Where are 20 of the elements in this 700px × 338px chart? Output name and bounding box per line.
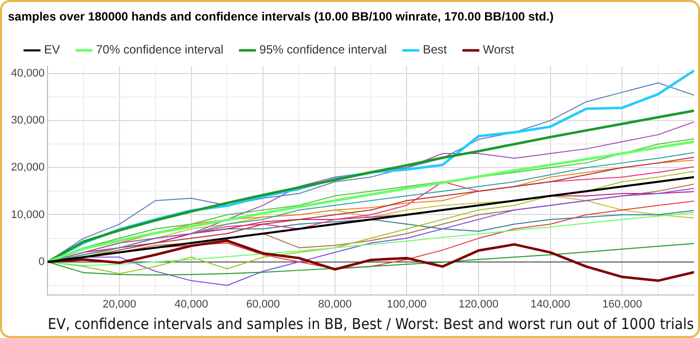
legend-label: Worst [482,42,515,57]
x-tick-label: 80,000 [318,298,352,310]
x-tick-label: 20,000 [102,298,136,310]
legend-label: 95% confidence interval [259,42,387,57]
y-tick-label: 20,000 [10,162,45,174]
legend-label: EV [44,42,60,57]
x-tick-label: 60,000 [246,298,280,310]
x-tick-label: 120,000 [458,298,498,310]
x-tick-label: 140,000 [530,298,570,310]
y-tick-label: 10,000 [10,208,45,221]
legend-label: 70% confidence interval [96,42,224,57]
legend-label: Best [422,42,448,57]
y-tick-label: 0 [38,256,45,268]
x-tick-label: 160,000 [602,298,642,310]
x-tick-label: 100,000 [386,298,427,310]
y-tick-label: 40,000 [10,67,45,80]
y-tick-label: 30,000 [10,114,45,127]
chart-title: samples over 180000 hands and confidence intervals (10.00 BB/100 winrate, 170.00 BB/100 std.) [8,10,554,24]
x-axis-title: EV, confidence intervals and samples in BB, Best / Worst: Best and worst run out of 1000 trials [48,316,694,334]
x-tick-label: 40,000 [174,298,208,310]
